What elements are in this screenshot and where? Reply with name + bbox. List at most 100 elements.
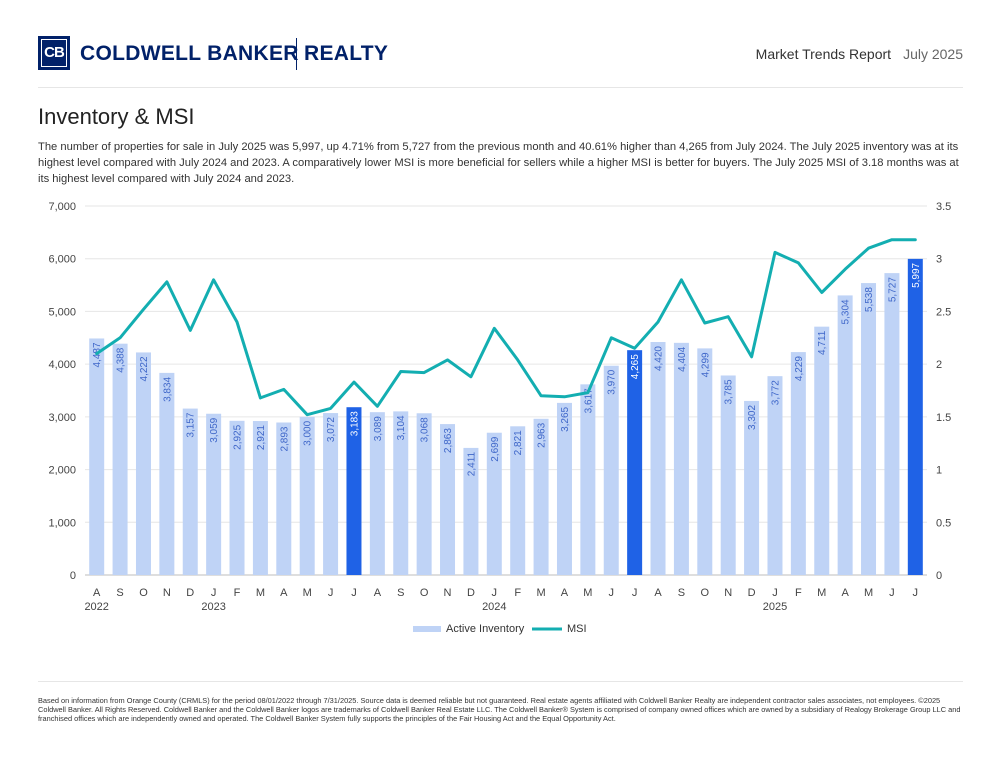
- inventory-msi-chart: 7,000 6,000 5,000 4,000 3,000 2,000 1,000 0 3.5 3…: [48, 201, 951, 635]
- x-tick-label: S: [678, 587, 685, 599]
- x-tick-label: D: [467, 587, 475, 599]
- x-tick-label: M: [583, 587, 592, 599]
- inventory-bar-label: 2,893: [279, 426, 290, 451]
- header: CB COLDWELL BANKER REALTY Market Trends …: [38, 36, 963, 72]
- y-left-tick-label: 1,000: [48, 517, 76, 529]
- footer-divider: [38, 681, 963, 682]
- coldwell-banker-logo-icon: CB: [38, 36, 70, 70]
- x-tick-label: J: [609, 587, 615, 599]
- inventory-bar-label: 2,821: [513, 430, 524, 455]
- inventory-bar-label: 3,068: [420, 417, 431, 442]
- x-tick-label: J: [351, 587, 357, 599]
- logo-mark-text: CB: [44, 44, 65, 61]
- x-tick-label: N: [163, 587, 171, 599]
- inventory-bar: [697, 348, 713, 575]
- inventory-bar: [580, 384, 596, 575]
- inventory-bar-label: 2,925: [233, 424, 244, 449]
- x-tick-label: M: [536, 587, 545, 599]
- inventory-bar-label: 3,772: [770, 380, 781, 405]
- inventory-bar: [744, 400, 760, 575]
- brand-division: REALTY: [304, 42, 389, 65]
- x-year-label: 2025: [763, 601, 787, 613]
- inventory-bar: [673, 342, 689, 575]
- x-tick-label: D: [748, 587, 756, 599]
- x-year-label: 2022: [84, 601, 108, 613]
- y-right-tick-label: 3.5: [936, 201, 951, 213]
- x-tick-label: A: [841, 587, 849, 599]
- x-tick-label: N: [444, 587, 452, 599]
- inventory-bar: [369, 412, 385, 575]
- x-tick-label: M: [817, 587, 826, 599]
- inventory-bar: [767, 376, 783, 575]
- y-right-tick-label: 3: [936, 254, 942, 266]
- inventory-bar-label: 3,000: [303, 420, 314, 445]
- inventory-bar-label: 3,089: [373, 416, 384, 441]
- inventory-bar-label: 5,997: [911, 262, 922, 287]
- inventory-bar: [135, 352, 151, 575]
- inventory-bar-label: 5,538: [864, 287, 875, 312]
- inventory-bar: [861, 283, 877, 575]
- inventory-bar: [440, 424, 456, 575]
- y-left-tick-label: 2,000: [48, 465, 76, 477]
- x-tick-label: A: [280, 587, 288, 599]
- inventory-bar: [533, 418, 549, 575]
- x-tick-label: J: [913, 587, 919, 599]
- inventory-bar: [463, 447, 479, 575]
- inventory-bar: [393, 411, 409, 575]
- inventory-bar-label: 4,487: [92, 342, 103, 367]
- x-tick-label: J: [632, 587, 638, 599]
- x-tick-label: J: [492, 587, 498, 599]
- inventory-bar-label: 4,420: [654, 346, 665, 371]
- inventory-bar-label: 2,699: [490, 436, 501, 461]
- x-tick-label: A: [374, 587, 382, 599]
- x-tick-label: D: [186, 587, 194, 599]
- legend-inventory-label: Active Inventory: [446, 623, 525, 635]
- x-tick-label: J: [772, 587, 778, 599]
- x-tick-label: O: [139, 587, 148, 599]
- x-tick-label: N: [724, 587, 732, 599]
- msi-line: [95, 238, 917, 417]
- inventory-bar: [486, 432, 502, 575]
- inventory-bar: [556, 402, 572, 575]
- inventory-bar-label: 5,727: [887, 277, 898, 302]
- inventory-bar-label: 2,411: [466, 451, 477, 476]
- y-right-tick-label: 2: [936, 359, 942, 371]
- x-tick-label: F: [234, 587, 241, 599]
- x-tick-label: S: [116, 587, 123, 599]
- inventory-bar: [790, 352, 806, 575]
- inventory-bar: [112, 343, 128, 575]
- y-right-tick-label: 1: [936, 465, 942, 477]
- section-title: Inventory & MSI: [38, 104, 195, 129]
- x-tick-label: F: [514, 587, 521, 599]
- inventory-bar: [229, 420, 245, 575]
- inventory-bar-label: 4,265: [630, 354, 641, 379]
- x-year-label: 2024: [482, 601, 506, 613]
- y-left-tick-label: 4,000: [48, 359, 76, 371]
- section-description: The number of properties for sale in Jul…: [38, 141, 959, 185]
- inventory-bar-label: 3,302: [747, 405, 758, 430]
- inventory-bar-label: 4,299: [700, 352, 711, 377]
- inventory-bar-label: 3,834: [162, 376, 173, 401]
- x-year-label: 2023: [201, 601, 225, 613]
- x-tick-label: M: [864, 587, 873, 599]
- y-left-tick-label: 6,000: [48, 254, 76, 266]
- inventory-bar: [720, 375, 736, 575]
- inventory-bar-label: 3,183: [349, 411, 360, 436]
- brand-name: COLDWELL BANKER: [80, 42, 299, 65]
- inventory-bar-label: 3,072: [326, 417, 337, 442]
- inventory-bar: [206, 413, 222, 575]
- x-tick-label: J: [889, 587, 895, 599]
- inventory-bar-label: 3,265: [560, 406, 571, 431]
- inventory-bar: [416, 413, 432, 575]
- x-tick-label: O: [701, 587, 710, 599]
- report-date: July 2025: [903, 46, 963, 62]
- inventory-bar-label: 5,304: [841, 299, 852, 324]
- inventory-bar-label: 4,222: [139, 356, 150, 381]
- inventory-bar-label: 2,921: [256, 425, 267, 450]
- y-right-tick-label: 0.5: [936, 517, 951, 529]
- inventory-bar-label: 3,970: [607, 369, 618, 394]
- report-title: Market Trends Report: [755, 46, 892, 62]
- inventory-bar: [159, 372, 175, 575]
- inventory-bar: [627, 350, 643, 575]
- y-right-tick-label: 0: [936, 570, 942, 582]
